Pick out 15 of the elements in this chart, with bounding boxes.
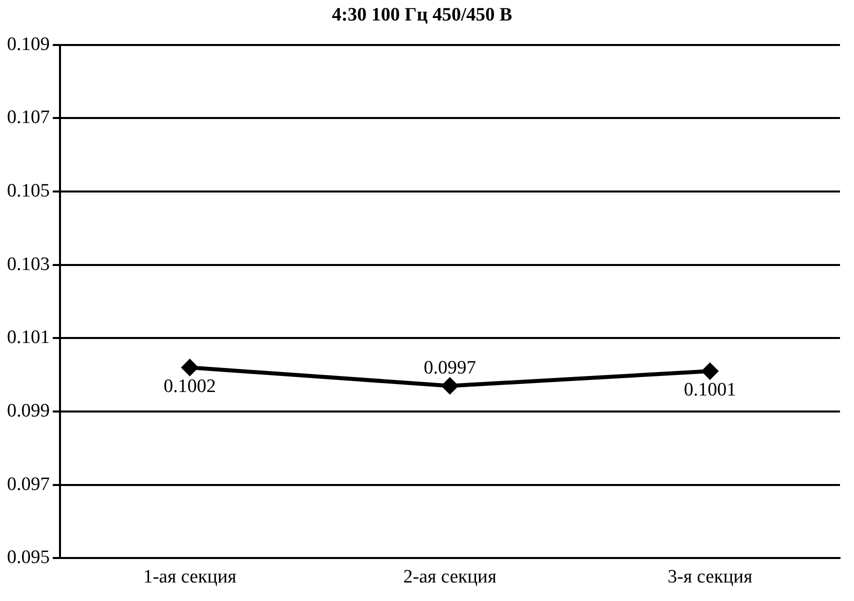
y-tick-label: 0.107 (7, 107, 50, 128)
data-label: 0.1002 (164, 376, 216, 397)
x-tick-label: 1-ая секция (143, 566, 237, 588)
y-tick-label: 0.099 (7, 400, 50, 422)
x-tick-label: 3-я секция (668, 566, 753, 588)
chart-title: 4:30 100 Гц 450/450 В (332, 4, 512, 26)
data-label: 0.1001 (684, 380, 736, 401)
y-tick-label: 0.103 (7, 254, 50, 275)
y-tick-label: 0.101 (7, 327, 50, 348)
y-tick-label: 0.109 (7, 34, 50, 55)
x-tick-label: 2-ая секция (403, 566, 497, 588)
y-tick-label: 0.105 (7, 180, 50, 202)
y-tick-label: 0.097 (7, 474, 50, 495)
data-label: 0.0997 (424, 357, 476, 378)
y-tick-label: 0.095 (7, 547, 50, 568)
